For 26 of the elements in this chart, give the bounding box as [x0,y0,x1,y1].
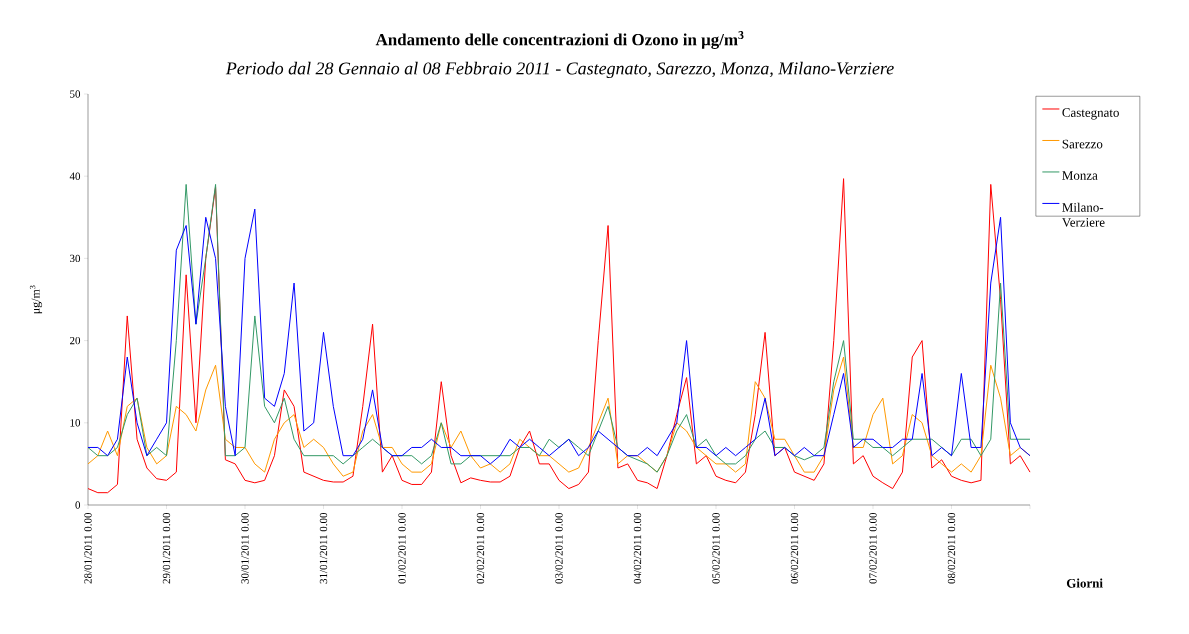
x-tick-label: 04/02/2011 0.00 [633,512,642,584]
x-tick-label: 06/02/2011 0.00 [790,512,799,584]
x-tick-label: 01/02/2011 0.00 [398,512,406,584]
legend-label: Sarezzo [1062,139,1103,149]
y-tick-label: 50 [70,90,81,98]
x-tick-label: 30/01/2011 0.00 [241,512,249,584]
y-axis-title: μg/m$^{3}$ [29,285,43,314]
x-tick-label: 31/01/2011 0.00 [319,512,328,584]
y-tick-label: 40 [69,172,81,180]
y-tick-label: 0 [75,501,81,509]
y-tick-label: 20 [70,336,81,345]
x-axis-title: Giorni [1066,578,1103,588]
x-tick-label: 02/02/2011 0.00 [476,512,485,584]
legend-label: Castegnato [1062,108,1119,120]
x-tick-label: 03/02/2011 0.00 [555,512,563,584]
y-tick-label: 10 [70,419,81,427]
chart-subtitle: Periodo dal 28 Gennaio al 08 Febbraio 2011 - Castegnato, Sarezzo, Monza, Milano-Verziere [225,61,894,79]
x-tick-label: 05/02/2011 0.00 [712,512,720,584]
x-tick-label: 28/01/2011 0.00 [84,512,92,584]
chart-title: Andamento delle concentrazioni di Ozono in μg/m$^{3}$ [375,31,744,49]
y-tick-label: 30 [70,254,81,263]
x-tick-label: 07/02/2011 0.00 [869,512,877,584]
legend-label: Milano-Verziere [1062,202,1105,227]
x-tick-label: 08/02/2011 0.00 [947,512,956,584]
x-tick-label: 29/01/2011 0.00 [162,512,171,584]
legend-label: Monza [1062,171,1098,180]
